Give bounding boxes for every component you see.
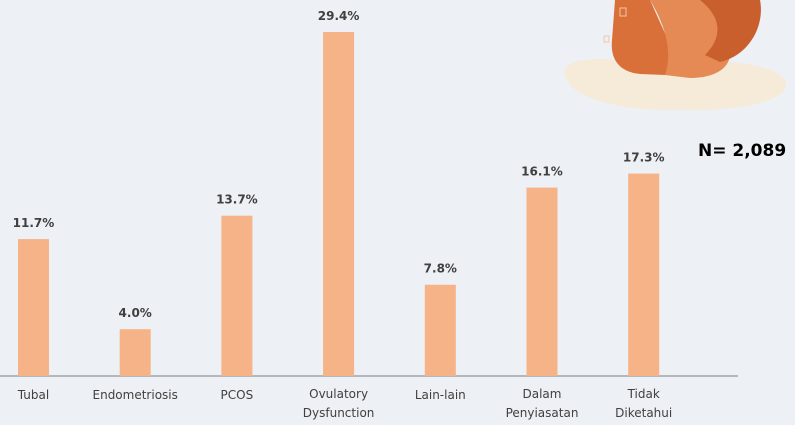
x-tick-label: Tubal	[17, 388, 49, 402]
bar	[18, 239, 49, 376]
x-tick-label: Lain-lain	[415, 388, 466, 402]
bar	[425, 285, 456, 376]
annotation: N= 2,089	[698, 141, 786, 161]
value-label: 29.4%	[318, 9, 360, 23]
x-tick-label: PCOS	[221, 388, 254, 402]
x-tick-label-line: Tidak	[627, 387, 660, 401]
x-tick-label-line: Ovulatory	[309, 387, 368, 401]
x-tick-label: Endometriosis	[93, 388, 178, 402]
bar	[527, 188, 558, 376]
value-label: 7.8%	[424, 262, 457, 276]
bar	[628, 174, 659, 376]
value-label: 16.1%	[521, 165, 563, 179]
bar	[323, 32, 354, 376]
x-tick-label-line: Diketahui	[615, 406, 672, 420]
chart: N= 2,089 11.7% Tubal 4.0% Endometriosis 13.7…	[0, 0, 795, 425]
value-label: 17.3%	[623, 151, 665, 165]
x-tick-label-line: Penyiasatan	[506, 406, 579, 420]
value-label: 4.0%	[119, 306, 152, 320]
value-label: 13.7%	[216, 193, 258, 207]
x-tick-label-line: Dysfunction	[303, 406, 375, 420]
value-label: 11.7%	[13, 216, 55, 230]
bar	[120, 329, 151, 376]
bar	[221, 216, 252, 376]
x-tick-label-line: Dalam	[523, 387, 562, 401]
